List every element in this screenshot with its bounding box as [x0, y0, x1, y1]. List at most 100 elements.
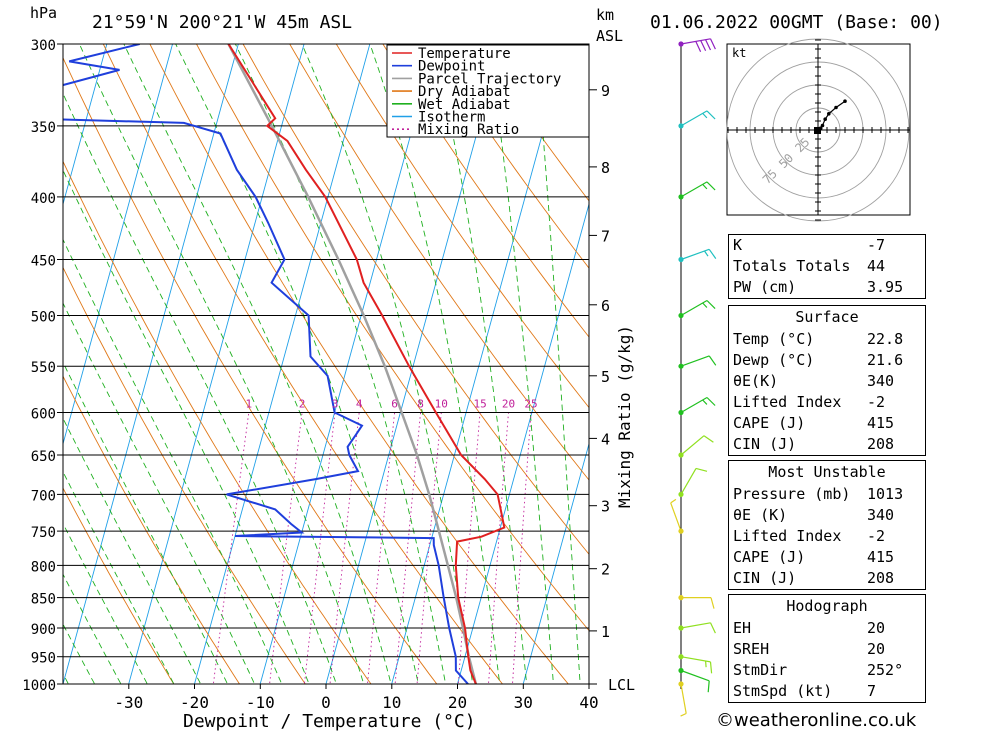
temperature-tick-label: 0 [321, 693, 331, 712]
dry-adiabat-line [149, 44, 569, 684]
height-tick-label: 6 [601, 297, 610, 315]
background-lines [63, 44, 589, 684]
wind-barb [678, 396, 716, 416]
wind-barb [678, 181, 716, 200]
wind-level-dot [678, 654, 684, 660]
temperature-tick-label: 10 [382, 693, 401, 712]
wind-barb-shaft [680, 299, 708, 317]
wet-adiabat-line [63, 623, 96, 684]
surface-row: CAPE (J) 415 [729, 413, 926, 434]
wind-barb-shaft [680, 468, 697, 495]
most-unstable-row: CIN (J) 208 [729, 568, 926, 590]
hodograph-table-title: Hodograph [786, 597, 868, 615]
legend-label: Wet Adiabat [418, 97, 511, 113]
height-tick-label: 7 [601, 227, 610, 245]
dry-adiabat-line [242, 44, 589, 555]
legend-label: Mixing Ratio [418, 122, 519, 138]
hodograph-stat-label: StmSpd (kt) [733, 682, 833, 700]
pressure-tick-label: 550 [31, 360, 56, 376]
wind-barb-half-flag [705, 661, 707, 668]
wind-barb-flag [706, 397, 716, 406]
dewpoint-line [63, 44, 469, 684]
wind-barb-flag [707, 680, 710, 693]
hodograph-table: Hodograph EH 20 SREH 20 StmDir 252° StmSpd (kt… [728, 594, 926, 703]
index-label: K [733, 236, 743, 254]
wind-barb-half-flag [702, 302, 708, 308]
wind-barb [678, 467, 708, 497]
index-row: PW (cm) 3.95 [729, 277, 926, 299]
hodograph-stat-value: 20 [867, 619, 886, 637]
most-unstable-row: θE (K) 340 [729, 505, 926, 526]
wind-barb-flag [709, 661, 713, 674]
wind-level-dot [678, 667, 684, 674]
hodograph-point [827, 112, 831, 116]
most-unstable-table: Most Unstable Pressure (mb) 1013 θE (K) 340… [728, 460, 926, 590]
pressure-tick-label: 500 [31, 310, 56, 326]
x-axis-label: Dewpoint / Temperature (°C) [183, 711, 476, 732]
wind-barb-shaft [680, 110, 708, 127]
surface-row: CIN (J) 208 [729, 434, 926, 456]
surface-row: Temp (°C) 22.8 [729, 329, 926, 350]
most-unstable-title: Most Unstable [768, 463, 886, 481]
isotherm-line [128, 44, 305, 684]
temperature-tick-label: -20 [180, 693, 209, 712]
most-unstable-value: 1013 [867, 485, 904, 503]
wet-adiabat-line [175, 44, 419, 684]
wind-barb-shaft [680, 683, 687, 714]
wind-level-dot [678, 312, 684, 319]
most-unstable-value: 340 [867, 506, 895, 524]
legend-label: Parcel Trajectory [418, 71, 561, 87]
hodograph-stat-row: StmSpd (kt) 7 [729, 681, 926, 703]
mixing-ratio-line [212, 412, 250, 684]
wind-barb [678, 595, 715, 609]
wind-level-dot [678, 41, 684, 47]
legend-label: Temperature [418, 46, 511, 62]
surface-label: CAPE (J) [733, 414, 806, 432]
wind-barb [678, 622, 716, 634]
storm-motion-marker [814, 127, 821, 134]
isotherm-line [63, 44, 108, 206]
wind-barb [678, 654, 713, 674]
mixing-ratio-line [269, 412, 303, 684]
wind-barb-shaft [680, 669, 710, 682]
wet-adiabat-line [63, 522, 148, 684]
wind-barb [678, 681, 687, 717]
surface-value: 415 [867, 414, 895, 432]
mixing-ratio-labels: 1 2 3 4 6 8 10 15 20 25 [245, 398, 537, 411]
wet-adiabat-line [123, 44, 392, 684]
surface-row: Dewp (°C) 21.6 [729, 350, 926, 371]
dry-adiabat-line [195, 44, 589, 632]
wind-barb-shaft [680, 656, 711, 663]
dry-adiabat-line [289, 44, 589, 481]
height-tick-label: 2 [601, 561, 610, 579]
height-tick-label: 4 [601, 430, 610, 448]
dry-adiabat-line [382, 44, 589, 338]
sounding-profiles [63, 44, 506, 684]
dry-adiabat-line [63, 375, 241, 684]
most-unstable-row: Pressure (mb) 1013 [729, 484, 926, 505]
height-unit-km: km [596, 6, 614, 24]
wind-level-dot [678, 363, 684, 369]
index-label: Totals Totals [733, 257, 851, 275]
surface-row: Lifted Index -2 [729, 392, 926, 413]
dry-adiabat-line [63, 56, 438, 684]
wind-barb-half-flag [670, 498, 677, 504]
wind-barb [670, 498, 684, 534]
wind-level-dot [678, 625, 684, 631]
wind-level-dot [678, 595, 684, 601]
wind-level-dot [678, 681, 684, 687]
mixing-ratio-axis-label: Mixing Ratio (g/kg) [615, 325, 634, 508]
wind-barb [678, 355, 717, 369]
wind-barb-shaft [680, 38, 711, 45]
pressure-tick-label: 450 [31, 254, 56, 270]
mixing-ratio-label: 15 [473, 398, 486, 411]
surface-label: CIN (J) [733, 435, 797, 453]
wind-barb-shaft [670, 502, 682, 532]
date-title: 01.06.2022 00GMT (Base: 00) [650, 12, 943, 33]
most-unstable-value: 415 [867, 548, 895, 566]
wet-adiabat-line [78, 44, 365, 684]
wind-barb-flag [709, 38, 716, 50]
pressure-tick-label: 800 [31, 559, 56, 575]
wind-barb [678, 38, 716, 52]
